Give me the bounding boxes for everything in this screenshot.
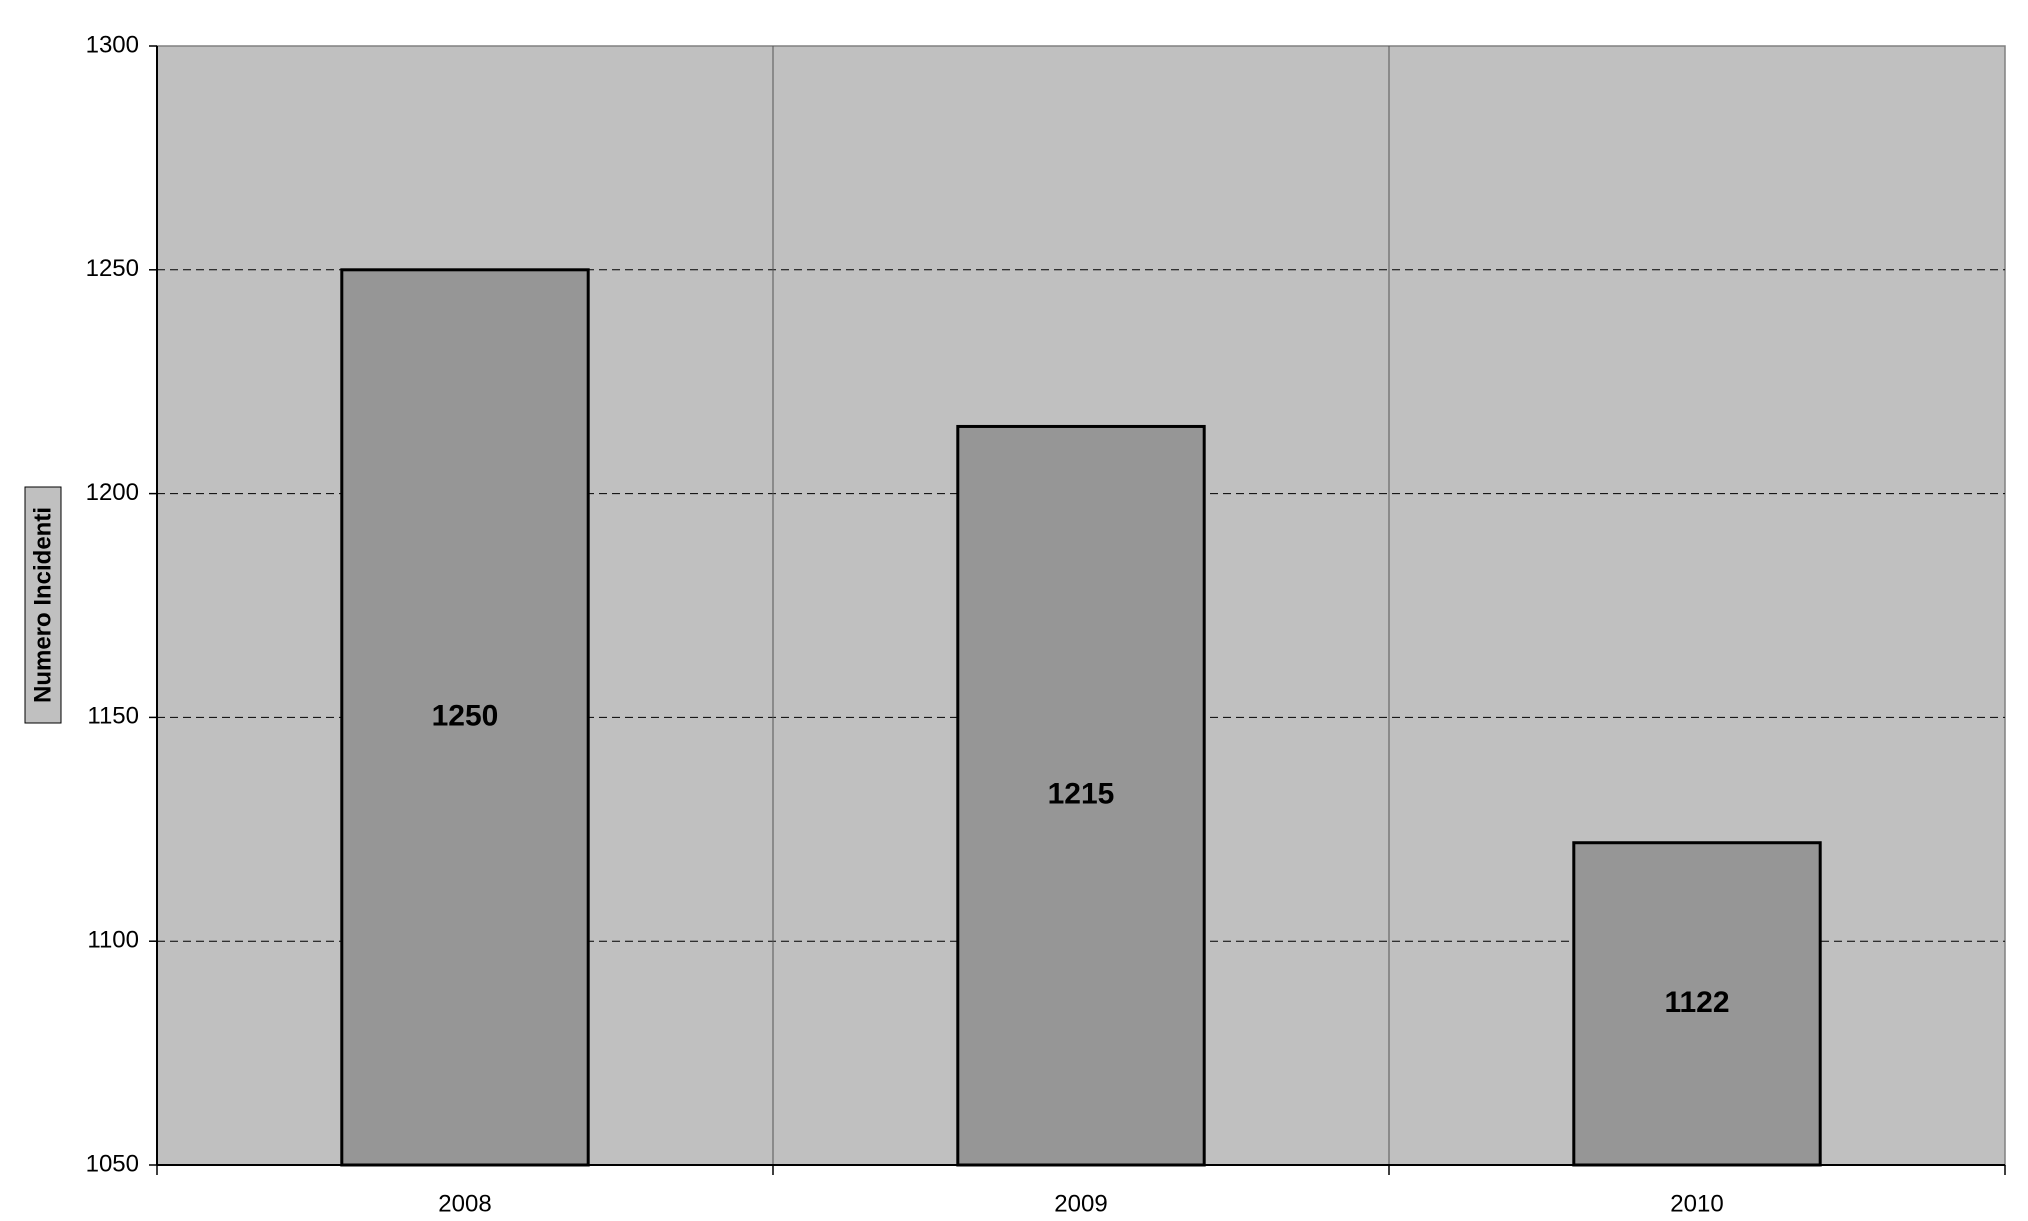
y-tick-label: 1100	[87, 927, 139, 954]
value-label: 1250	[432, 699, 499, 732]
value-label: 1215	[1048, 778, 1115, 811]
bar	[1572, 841, 1822, 1167]
x-tick-label: 2010	[1670, 1190, 1723, 1217]
y-axis-label: Numero Incidenti	[29, 507, 56, 703]
x-tick-label: 2009	[1054, 1190, 1107, 1217]
y-axis-label-box	[24, 486, 62, 724]
y-tick-label: 1150	[87, 703, 139, 730]
y-tick-label: 1250	[86, 255, 139, 282]
y-tick-label: 1300	[86, 31, 139, 58]
y-axis-label-group: Numero Incidenti	[24, 486, 62, 724]
x-tick-label: 2008	[438, 1190, 491, 1217]
value-label: 1122	[1664, 986, 1729, 1019]
y-tick-label: 1200	[86, 479, 139, 506]
bar	[340, 268, 590, 1167]
y-tick-label: 1050	[86, 1150, 139, 1177]
bar	[956, 424, 1206, 1167]
